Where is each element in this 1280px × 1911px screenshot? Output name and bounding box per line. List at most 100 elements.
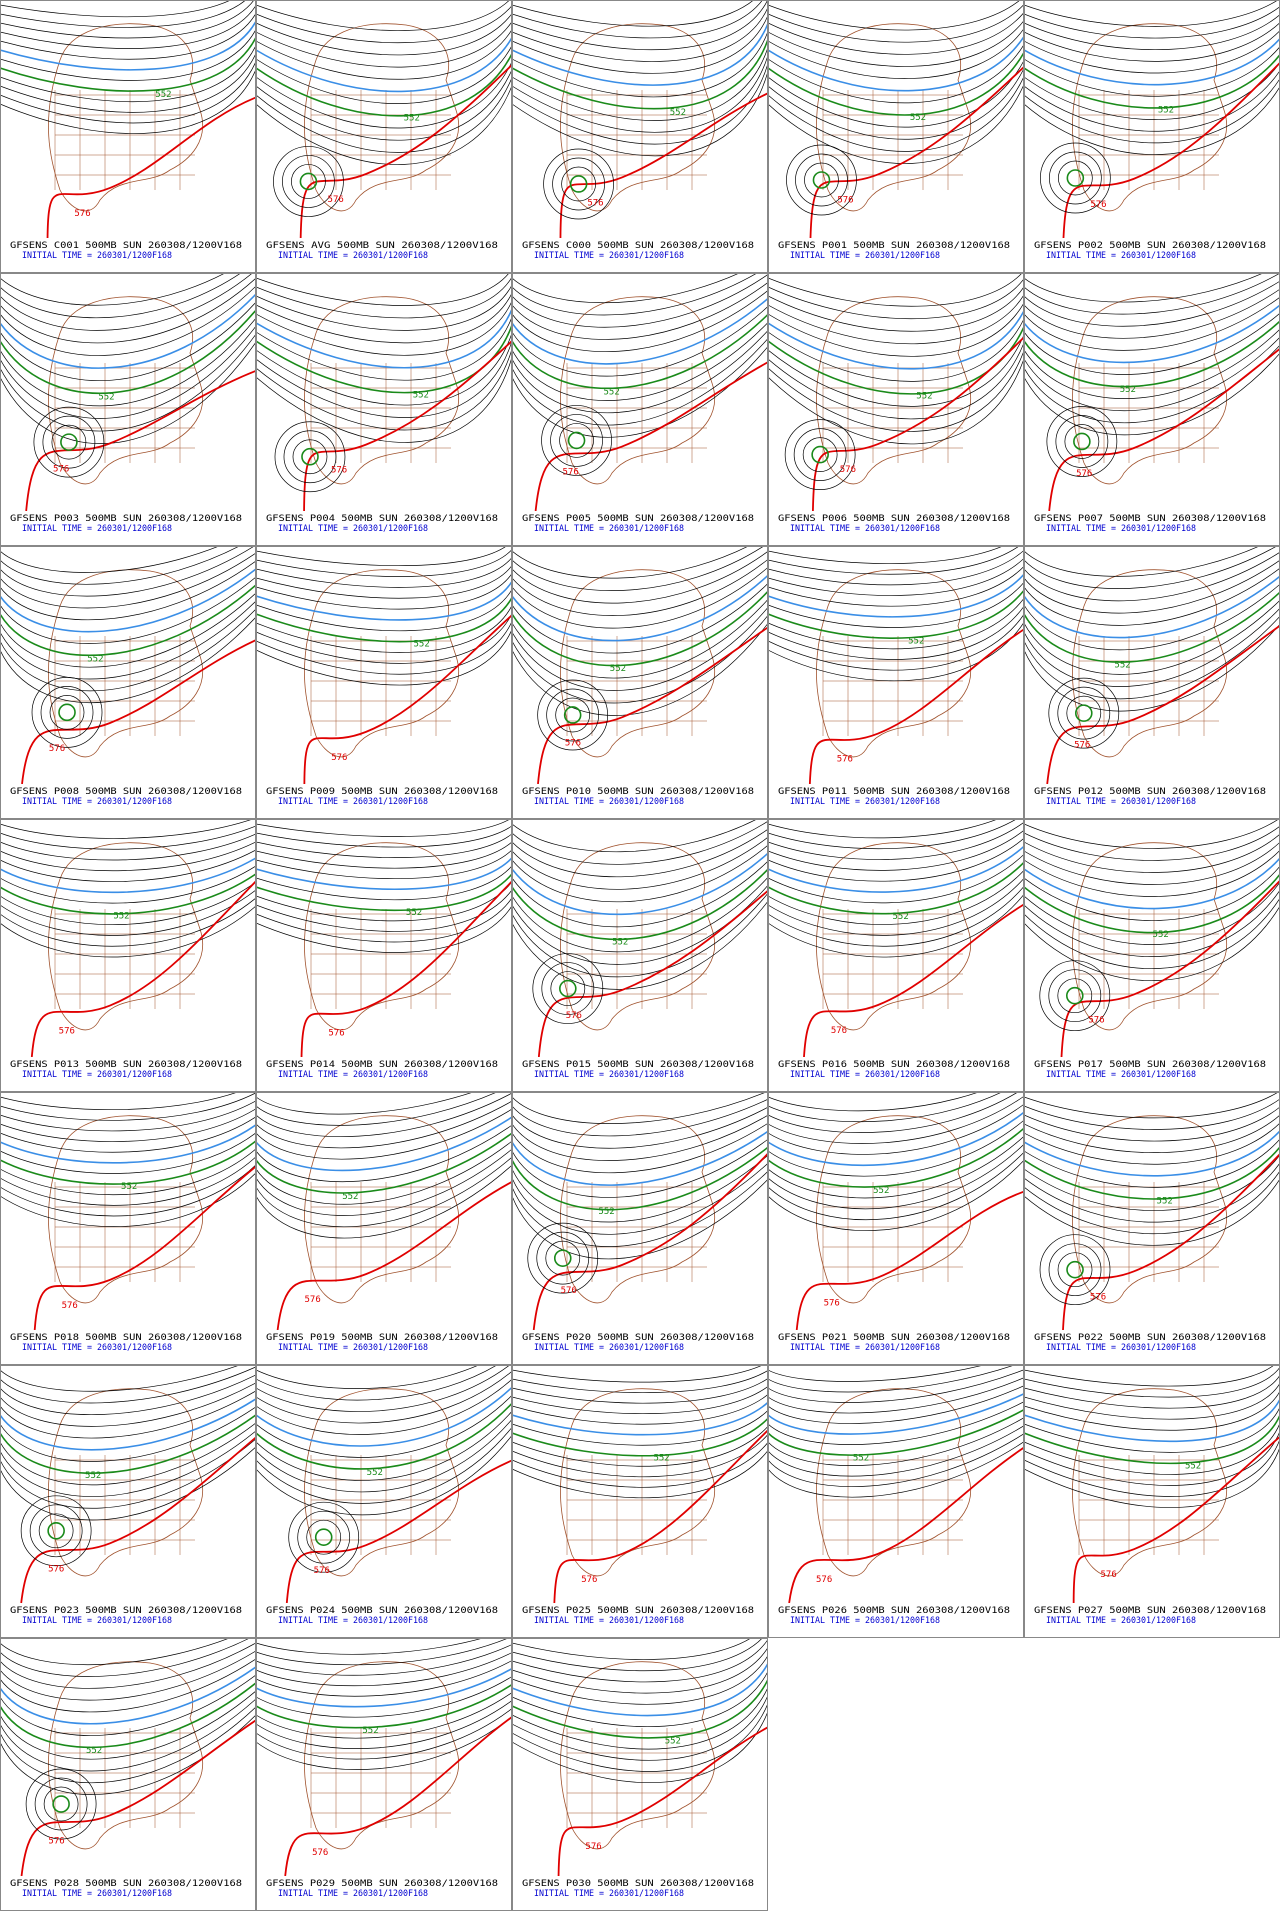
contour xyxy=(256,605,512,653)
contour xyxy=(1024,1130,1280,1177)
coastline xyxy=(1072,569,1228,758)
panel-init-time: INITIAL TIME = 260301/1200F168 xyxy=(790,1616,940,1626)
contour xyxy=(768,1092,980,1112)
contour-576 xyxy=(21,639,256,784)
contour xyxy=(256,573,512,610)
contour xyxy=(1024,1138,1280,1188)
contour xyxy=(0,1092,239,1110)
map-area: 552 576 xyxy=(1024,1092,1280,1330)
coastline xyxy=(304,1115,460,1304)
panel-title: GFSENS P008 500MB SUN 260308/1200V168 xyxy=(10,787,242,797)
contour-label: 576 xyxy=(314,1566,330,1576)
contour xyxy=(0,1674,256,1736)
map-area: 552 576 xyxy=(0,1092,256,1330)
contour xyxy=(0,0,246,28)
contour xyxy=(0,293,256,369)
contour xyxy=(512,1178,768,1260)
panel-title: GFSENS P005 500MB SUN 260308/1200V168 xyxy=(522,514,754,524)
panel-border xyxy=(256,819,512,1092)
contour xyxy=(0,841,256,872)
contour-576 xyxy=(20,1436,256,1603)
panel-border xyxy=(1024,1365,1280,1638)
low-contour xyxy=(1055,415,1109,468)
contour xyxy=(512,567,768,629)
contour xyxy=(256,1692,512,1739)
contour xyxy=(1024,1439,1280,1497)
contour xyxy=(1024,819,1280,849)
map-area: 552 576 xyxy=(0,1365,256,1603)
contour xyxy=(768,838,1024,882)
map-area: 552 576 xyxy=(768,546,1024,784)
contour xyxy=(768,1441,1024,1498)
contour xyxy=(768,1433,1024,1487)
contour-label: 552 xyxy=(908,637,924,647)
contour xyxy=(0,1100,256,1132)
map-panel: 552 576 GFSENS P024 500MB SUN 260308/1200V… xyxy=(256,1365,512,1638)
contour xyxy=(512,844,768,903)
map-area: 552 576 xyxy=(512,546,768,784)
contour xyxy=(0,1438,256,1509)
contour-label: 576 xyxy=(837,755,853,765)
contour xyxy=(1024,857,1280,910)
contour xyxy=(768,1119,1024,1177)
contour xyxy=(768,550,1024,586)
panel-border xyxy=(768,273,1024,546)
contour xyxy=(512,282,768,340)
contour xyxy=(768,546,1020,575)
contour-576 xyxy=(1062,62,1280,238)
panel-init-time: INITIAL TIME = 260301/1200F168 xyxy=(278,1070,428,1080)
contour xyxy=(768,310,1024,370)
contour-576 xyxy=(1048,348,1280,511)
coastline xyxy=(48,569,204,758)
contour xyxy=(0,1148,256,1195)
contour xyxy=(1024,1178,1280,1246)
low-contour xyxy=(811,445,829,464)
contour-label: 552 xyxy=(604,387,620,397)
contour-label: 552 xyxy=(342,1192,358,1202)
contour xyxy=(256,273,510,306)
contour xyxy=(768,622,1024,682)
contour xyxy=(768,830,1024,871)
contour xyxy=(256,1427,512,1504)
contour xyxy=(768,36,1024,92)
contour-label: 552 xyxy=(892,912,908,922)
map-area: 552 576 xyxy=(0,819,256,1057)
contour xyxy=(512,551,768,604)
low-contour xyxy=(553,1249,572,1267)
contour-label: 576 xyxy=(561,1286,577,1296)
contour xyxy=(0,273,226,306)
contour xyxy=(768,0,1021,31)
contour xyxy=(768,606,1024,660)
contour xyxy=(0,20,256,71)
map-panel: 552 576 GFSENS P029 500MB SUN 260308/1200V… xyxy=(256,1638,512,1911)
panel-title: GFSENS P001 500MB SUN 260308/1200V168 xyxy=(778,241,1010,251)
contour xyxy=(512,599,768,679)
contour xyxy=(1024,898,1280,970)
map-panel: 552 576 GFSENS P023 500MB SUN 260308/1200V… xyxy=(0,1365,256,1638)
contour-label: 552 xyxy=(1158,105,1174,115)
map-panel: 552 576 GFSENS C001 500MB SUN 260308/1200V… xyxy=(0,0,256,273)
contour xyxy=(256,1419,512,1493)
panel-border xyxy=(256,1365,512,1638)
contour xyxy=(256,21,512,68)
contour-label: 552 xyxy=(598,1207,614,1217)
contour xyxy=(256,1683,512,1729)
panel-title: GFSENS P009 500MB SUN 260308/1200V168 xyxy=(266,787,498,797)
coastline xyxy=(48,1388,204,1577)
panel-init-time: INITIAL TIME = 260301/1200F168 xyxy=(534,1070,684,1080)
contour xyxy=(512,0,763,39)
low-contour xyxy=(273,146,344,217)
contour xyxy=(0,1638,231,1665)
contour xyxy=(1024,62,1280,120)
contour xyxy=(768,286,1024,332)
map-panel: 552 576 GFSENS P028 500MB SUN 260308/1200V… xyxy=(0,1638,256,1911)
contour xyxy=(1024,881,1280,945)
contour xyxy=(256,300,512,356)
panel-border xyxy=(0,546,256,819)
contour xyxy=(512,1365,764,1383)
contour xyxy=(256,1660,512,1697)
contour xyxy=(512,1146,768,1211)
contour xyxy=(768,1369,1024,1403)
contour xyxy=(512,322,768,401)
